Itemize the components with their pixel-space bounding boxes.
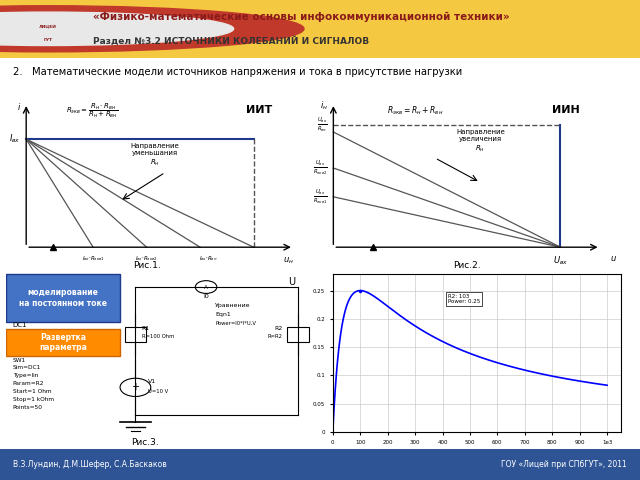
Text: Рис.4.: Рис.4.: [463, 459, 491, 468]
Text: Type=lin: Type=lin: [13, 373, 38, 378]
Text: $u$: $u$: [611, 254, 618, 264]
Text: V1: V1: [148, 379, 156, 384]
Text: Start=1 Ohm: Start=1 Ohm: [13, 389, 51, 394]
Text: Направление
уменьшания
$R_н$: Направление уменьшания $R_н$: [131, 144, 179, 168]
Text: Развертка
параметра: Развертка параметра: [39, 333, 87, 352]
Circle shape: [0, 12, 234, 46]
Text: +: +: [131, 383, 140, 392]
Text: Уравнение: Уравнение: [215, 303, 251, 308]
Text: $I_{вх}{\cdot}R_{экв2}$: $I_{вх}{\cdot}R_{экв2}$: [135, 254, 158, 264]
Text: R1: R1: [141, 326, 150, 332]
Text: I0: I0: [204, 294, 209, 299]
Text: $\frac{U_{вх}}{R_{вн}}$: $\frac{U_{вх}}{R_{вн}}$: [317, 116, 328, 134]
Text: U=10 V: U=10 V: [148, 388, 168, 394]
Text: Sim=DC1: Sim=DC1: [13, 365, 41, 371]
Text: ИИН: ИИН: [552, 106, 580, 115]
Text: Stop=1 kOhm: Stop=1 kOhm: [13, 396, 54, 402]
FancyBboxPatch shape: [6, 274, 120, 322]
Text: R=R2: R=R2: [268, 334, 283, 339]
Text: Направление
увеличения
$R_н$: Направление увеличения $R_н$: [456, 129, 505, 154]
Text: U: U: [289, 276, 296, 287]
Text: R=100 Ohm: R=100 Ohm: [141, 334, 174, 339]
Text: R2: R2: [275, 326, 283, 332]
Text: Param=R2: Param=R2: [13, 381, 44, 386]
Text: $\frac{U_{вх}}{R_{экв1}}$: $\frac{U_{вх}}{R_{экв1}}$: [313, 188, 328, 206]
Circle shape: [195, 281, 217, 293]
Text: Points=50: Points=50: [13, 405, 42, 409]
Text: ГУТ: ГУТ: [44, 38, 52, 42]
Text: Рис.1.: Рис.1.: [132, 262, 161, 270]
Text: $u_н$: $u_н$: [283, 256, 294, 266]
Text: 2.   Математические модели источников напряжения и тока в присутствие нагрузки: 2. Математические модели источников напр…: [13, 67, 462, 77]
Text: В.З.Лундин, Д.М.Шефер, С.А.Баскаков: В.З.Лундин, Д.М.Шефер, С.А.Баскаков: [13, 460, 166, 469]
Text: $i$: $i$: [17, 101, 21, 111]
Text: $i_н$: $i_н$: [320, 100, 328, 112]
Circle shape: [0, 6, 304, 52]
Text: $R_{экв} = \dfrac{R_н \cdot R_{вн}}{R_н + R_{вн}}$: $R_{экв} = \dfrac{R_н \cdot R_{вн}}{R_н …: [67, 101, 118, 120]
Text: SW1: SW1: [13, 358, 26, 362]
Text: «Физико-математические основы инфокоммуникационной техники»: «Физико-математические основы инфокоммун…: [93, 12, 509, 22]
Text: Eqn1: Eqn1: [215, 312, 231, 317]
Text: A: A: [204, 285, 208, 289]
Text: R2: 103
Power: 0.25: R2: 103 Power: 0.25: [448, 294, 480, 304]
Text: DC1: DC1: [13, 323, 27, 328]
Text: $U_{вх}$: $U_{вх}$: [553, 254, 568, 267]
Circle shape: [120, 378, 151, 396]
FancyBboxPatch shape: [6, 329, 120, 356]
Text: Раздел №3.2 ИСТОЧНИКИ КОЛЕБАНИЙ И СИГНАЛОВ: Раздел №3.2 ИСТОЧНИКИ КОЛЕБАНИЙ И СИГНАЛ…: [93, 36, 369, 46]
Text: $I_{вх}$: $I_{вх}$: [10, 133, 21, 145]
Text: $I_{вх}{\cdot}R_{экв1}$: $I_{вх}{\cdot}R_{экв1}$: [82, 254, 104, 264]
Text: ЛИЦЕЙ: ЛИЦЕЙ: [39, 25, 57, 30]
Text: Рис.2.: Рис.2.: [453, 262, 481, 270]
Text: $I_{вх}{\cdot}R_{вн}$: $I_{вх}{\cdot}R_{вн}$: [199, 254, 218, 264]
Bar: [287, 327, 309, 342]
Text: $\frac{U_{вх}}{R_{экв2}}$: $\frac{U_{вх}}{R_{экв2}}$: [313, 159, 328, 177]
Bar: [125, 327, 146, 342]
Text: ИИТ: ИИТ: [246, 106, 272, 115]
Text: Power=I0*I*U,V: Power=I0*I*U,V: [215, 321, 256, 326]
Text: моделирование
на постоянном токе: моделирование на постоянном токе: [19, 288, 108, 308]
Text: Рис.3.: Рис.3.: [131, 438, 159, 446]
Text: ГОУ «Лицей при СПбГУТ», 2011: ГОУ «Лицей при СПбГУТ», 2011: [502, 460, 627, 469]
Text: $R_{экв} = R_н + R_{вн}$: $R_{экв} = R_н + R_{вн}$: [387, 104, 443, 117]
